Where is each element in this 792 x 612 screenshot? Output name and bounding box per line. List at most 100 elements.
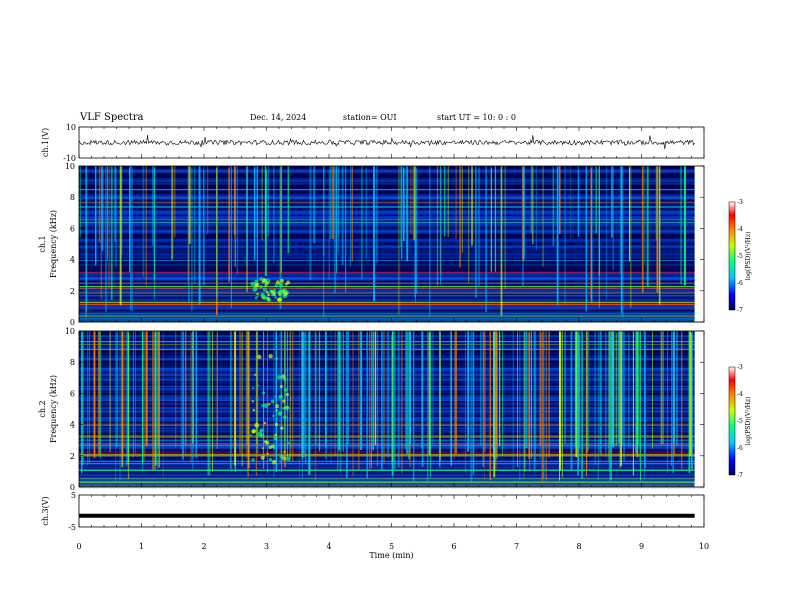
- spectrogram-ch2-noise-band: [79, 473, 704, 476]
- spectrogram-ch2-noise-band: [79, 464, 704, 466]
- spectrogram-ch1-noise-band: [79, 268, 704, 271]
- spectrogram-ch1-low-band: [79, 312, 704, 322]
- spectrogram-ch1-noise-band: [79, 277, 704, 279]
- spectrogram-ch1-noise-band: [79, 258, 704, 260]
- spectrogram-ch2-noise-band: [79, 474, 704, 476]
- spectrogram-ch1-noise-band: [79, 210, 704, 213]
- spectrogram-ch2-noise-burst: [257, 384, 260, 387]
- spectrogram-ch2-y-tick-label: 10: [65, 327, 75, 336]
- spectrogram-ch1-noise-band: [79, 195, 704, 198]
- spectrogram-ch1-noise-band: [79, 181, 704, 185]
- spectrogram-ch1-noise-band: [79, 275, 704, 277]
- spectrogram-ch2-noise-band: [79, 466, 704, 468]
- spectrogram-ch2-noise-burst: [263, 421, 267, 425]
- spectrogram-ch2-noise-burst: [277, 411, 283, 416]
- spectrogram-ch2-y-tick-label: 2: [70, 452, 75, 461]
- spectrogram-ch1-noise-burst: [259, 277, 264, 281]
- spectrogram-ch2-noise-band: [79, 474, 704, 477]
- spectrogram-ch2-noise-burst: [251, 400, 255, 403]
- x-tick-label: 7: [514, 542, 519, 551]
- spectrogram-ch2-noise-band: [79, 464, 704, 467]
- spectrogram-ch2-y-tick-label: 0: [70, 483, 75, 492]
- spectrogram-ch1-noise-band: [79, 307, 704, 309]
- spectrogram-ch2-noise-burst: [272, 414, 275, 418]
- spectrogram-ch2-noise-band: [79, 475, 704, 477]
- spectrogram-ch2-y-axis-channel: ch.2: [38, 400, 47, 417]
- spectrogram-ch2-noise-burst: [274, 433, 278, 437]
- spectrogram-ch1-noise-band: [79, 230, 704, 233]
- spectrogram-ch1-noise-burst: [271, 292, 275, 297]
- spectrogram-ch1-noise-burst: [256, 292, 259, 296]
- spectrogram-ch2-noise-band: [79, 486, 704, 489]
- spectrogram-ch1-noise-band: [79, 230, 704, 233]
- spectrogram-ch1-noise-band: [79, 202, 704, 205]
- spectrogram-ch1-noise-band: [79, 278, 704, 281]
- spectrogram-ch2-noise-burst: [284, 388, 288, 392]
- ch1-y-tick-label: 10: [66, 123, 76, 132]
- spectrogram-ch2-noise-burst: [285, 392, 289, 397]
- spectrogram-ch1-noise-band: [79, 212, 704, 215]
- spectrogram-ch1-y-axis-channel: ch.1: [38, 235, 47, 252]
- spectrogram-ch1-noise-band: [79, 245, 704, 248]
- spectrogram-ch1-y-tick-label: 6: [70, 224, 75, 233]
- spectrogram-ch2-noise-burst: [280, 375, 283, 378]
- spectrogram-ch1-noise-band: [79, 179, 704, 182]
- spectrogram-ch1-noise-band: [79, 283, 704, 286]
- spectrogram-ch2-noise-burst: [282, 399, 286, 403]
- spectrogram-ch2-noise-burst: [251, 429, 256, 434]
- x-tick-label: 6: [451, 542, 456, 551]
- spectrogram-ch1-noise-band: [79, 217, 704, 220]
- spectrogram-ch2-noise-burst: [274, 395, 277, 398]
- spectrogram-ch1-y-axis-label: Frequency (kHz): [49, 210, 58, 278]
- spectrogram-ch1-colorbar-label: log(PSD)(V²/Hz): [745, 232, 752, 281]
- spectrogram-ch1-noise-band: [79, 279, 704, 281]
- spectrogram-ch2-noise-burst: [287, 441, 290, 445]
- spectrogram-ch1-noise-band: [79, 215, 704, 218]
- spectrogram-ch1-noise-band: [79, 256, 704, 259]
- spectrogram-ch2-noise-burst: [254, 373, 257, 376]
- spectrogram-ch1-colorbar: [728, 201, 736, 311]
- spectrogram-ch1-noise-band: [79, 211, 704, 214]
- spectrogram-ch1-noise-band: [79, 246, 704, 248]
- spectrogram-ch1-noise-burst: [264, 281, 269, 286]
- spectrogram-ch1-noise-band: [79, 290, 704, 294]
- x-tick-label: 0: [76, 542, 81, 551]
- spectrogram-ch1-noise-band: [79, 171, 704, 174]
- spectrogram-ch1-noise-band: [79, 272, 704, 275]
- spectrogram-ch1-noise-band: [79, 213, 704, 216]
- spectrogram-ch1-noise-band: [79, 198, 704, 201]
- spectrogram-ch1-noise-burst: [286, 280, 291, 285]
- spectrogram-ch1-noise-band: [79, 180, 704, 182]
- spectrogram-ch1-noise-burst: [265, 290, 269, 294]
- ch3-frame: [78, 494, 705, 528]
- spectrogram-ch1-noise-band: [79, 203, 704, 206]
- ch3-y-tick-label: -5: [68, 523, 76, 532]
- spectrogram-ch1-noise-band: [79, 180, 704, 182]
- date-label: Dec. 14, 2024: [250, 113, 307, 122]
- spectrogram-ch1-y-tick-label: 8: [70, 193, 75, 202]
- spectrogram-ch1-noise-band: [79, 287, 704, 291]
- spectrogram-ch2-y-axis-label: Frequency (kHz): [49, 375, 58, 443]
- spectrogram-ch1-noise-band: [79, 306, 704, 309]
- spectrogram-ch2-noise-burst: [259, 433, 265, 439]
- spectrogram-ch2-noise-burst: [282, 406, 285, 410]
- figure-title: VLF Spectra: [80, 112, 144, 123]
- spectrogram-ch2-noise-burst: [279, 384, 283, 389]
- spectrogram-ch1-noise-band: [79, 311, 704, 313]
- spectrogram-ch1-colorbar-tick-label: -3: [737, 199, 743, 206]
- spectrogram-ch1-noise-band: [79, 217, 704, 220]
- spectrogram-ch1-noise-band: [79, 244, 704, 247]
- ch1-y-axis-label: ch.1(V): [41, 128, 50, 157]
- spectrogram-ch2-colorbar-tick-label: -4: [737, 391, 743, 398]
- spectrogram-ch2-y-tick-label: 6: [70, 389, 75, 398]
- spectrogram-ch2-noise-burst: [263, 403, 269, 408]
- spectrogram-ch2-noise-burst: [266, 452, 269, 455]
- spectrogram-ch2-noise-band: [79, 462, 704, 466]
- spectrogram-ch1-noise-band: [79, 252, 704, 256]
- x-tick-label: 4: [326, 542, 331, 551]
- spectrogram-ch1-noise-burst: [274, 296, 277, 299]
- x-tick-label: 3: [264, 542, 269, 551]
- spectrogram-ch1-noise-band: [79, 229, 704, 232]
